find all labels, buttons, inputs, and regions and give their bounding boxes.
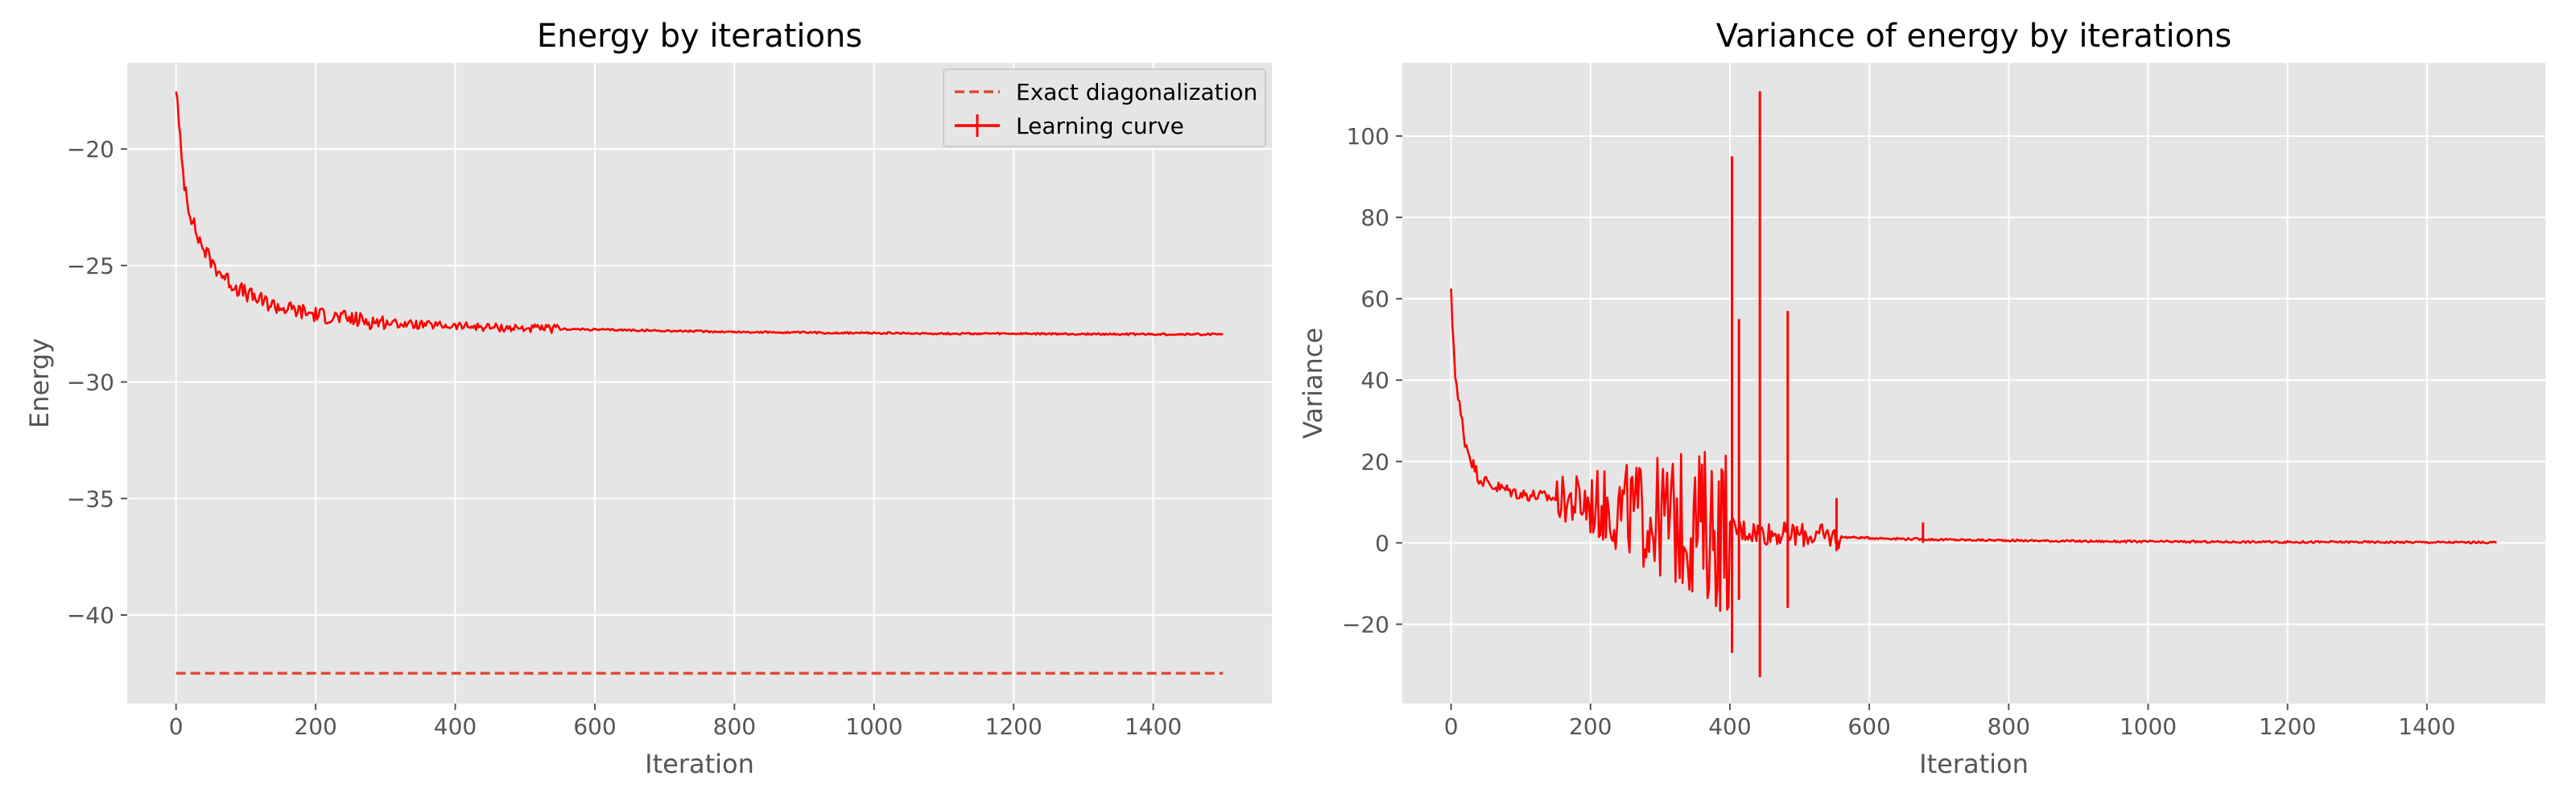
variance-y-tick-label: 100 [1347,123,1389,150]
variance-y-tick-label: 20 [1360,448,1389,475]
variance-plot-area [1402,63,2545,704]
legend-label-exact-diagonalization: Exact diagonalization [1016,79,1257,105]
series-learning-curve-line [175,91,1224,336]
energy-x-tick-label: 0 [169,713,184,740]
variance-y-tick-label: 40 [1360,367,1389,394]
energy-y-tick-label: −20 [67,136,114,163]
variance-x-tick-label: 1400 [2398,713,2455,740]
energy-chart: 0 200 400 600 800 1000 1200 1400 −40 −35 −30 −25 −20… [24,18,1272,779]
variance-chart: 0 200 400 600 800 1000 1200 1400 −20 0 20 40 60 80 100… [1298,18,2545,779]
energy-y-tick-label: −40 [67,602,114,629]
energy-y-tick-label: −30 [67,369,114,396]
legend-label-learning-curve: Learning curve [1016,113,1184,139]
variance-x-tick-label: 600 [1847,713,1890,740]
variance-chart-title: Variance of energy by iterations [1716,18,2231,55]
energy-x-tick-label: 800 [713,713,756,740]
legend-box [943,68,1266,147]
energy-y-tick-label: −25 [67,253,114,279]
energy-x-tick-label: 200 [294,713,336,740]
variance-x-tick-label: 1200 [2259,713,2316,740]
energy-y-tick-label: −35 [67,485,114,512]
variance-x-tick-label: 400 [1708,713,1751,740]
variance-x-tick-label: 800 [1988,713,2030,740]
energy-x-tick-label: 1000 [845,713,902,740]
energy-x-tick-label: 1200 [985,713,1042,740]
variance-x-axis-label: Iteration [1919,749,2029,779]
variance-x-tick-label: 1000 [2120,713,2177,740]
variance-x-tick-label: 0 [1444,713,1459,740]
variance-y-tick-label: −20 [1342,611,1389,638]
energy-chart-title: Energy by iterations [537,18,862,55]
energy-plot-area [127,63,1272,704]
energy-x-tick-label: 1400 [1125,713,1182,740]
variance-y-tick-label: 60 [1360,286,1389,312]
variance-y-tick-label: 80 [1360,204,1389,231]
energy-legend: Exact diagonalization Learning curve [943,68,1266,147]
variance-y-tick-label: 0 [1375,530,1389,556]
energy-y-axis-label: Energy [24,338,55,428]
variance-y-axis-label: Variance [1298,328,1328,439]
energy-x-tick-label: 600 [573,713,616,740]
energy-x-tick-label: 400 [434,713,477,740]
variance-x-tick-label: 200 [1569,713,1612,740]
energy-x-axis-label: Iteration [645,749,754,779]
series-variance-line [1450,288,2497,612]
